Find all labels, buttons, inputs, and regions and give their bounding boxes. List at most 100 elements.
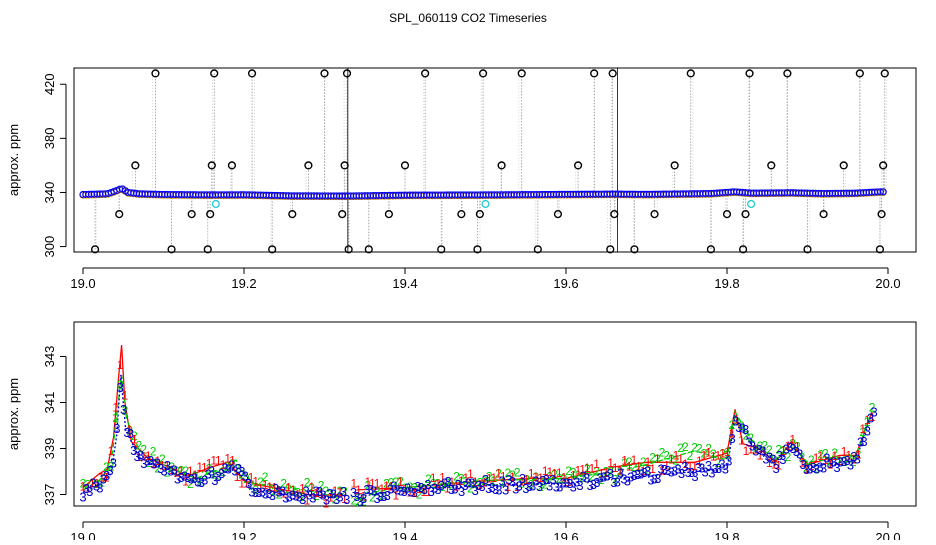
series-3-marker: 3 bbox=[272, 481, 279, 496]
series-1-marker: 1 bbox=[771, 457, 778, 471]
series-2-marker: 2 bbox=[192, 470, 199, 484]
series-1-marker: 1 bbox=[803, 462, 810, 476]
series-1-marker: 1 bbox=[617, 464, 624, 478]
series-3-marker: 3 bbox=[441, 475, 448, 490]
series-line-3 bbox=[82, 374, 325, 498]
spike-point bbox=[131, 161, 140, 170]
series-3-marker: 3 bbox=[502, 482, 509, 497]
series-1-marker: 1 bbox=[705, 446, 712, 460]
series-1-marker: 1 bbox=[402, 483, 409, 497]
series-3-marker: 3 bbox=[221, 460, 228, 475]
series-2-marker: 2 bbox=[635, 461, 642, 475]
series-2-marker: 2 bbox=[598, 473, 605, 487]
series-2-marker: 2 bbox=[827, 454, 834, 468]
series-3-marker: 3 bbox=[617, 466, 624, 481]
series-3-marker: 3 bbox=[387, 481, 394, 496]
spike-point bbox=[151, 69, 160, 78]
series-1-marker: 1 bbox=[425, 485, 432, 499]
series-3-marker: 3 bbox=[475, 478, 482, 493]
series-2-marker: 2 bbox=[140, 442, 147, 456]
series-2-marker: 2 bbox=[705, 442, 712, 456]
spike-point bbox=[875, 245, 885, 254]
series-1-marker: 1 bbox=[308, 480, 315, 494]
series-2-marker: 2 bbox=[392, 475, 399, 489]
series-2-marker: 2 bbox=[733, 414, 740, 428]
series-2-marker: 2 bbox=[336, 484, 343, 498]
series-3-marker: 3 bbox=[549, 472, 556, 487]
series-2-marker: 2 bbox=[266, 481, 273, 495]
series-3-marker: 3 bbox=[401, 484, 408, 499]
series-3-marker: 3 bbox=[472, 483, 479, 498]
series-2-marker: 2 bbox=[453, 469, 460, 483]
series-3-marker: 3 bbox=[137, 448, 144, 463]
series-1-marker: 1 bbox=[523, 473, 530, 487]
spike-point bbox=[478, 69, 488, 78]
series-1-marker: 1 bbox=[766, 456, 773, 470]
series-1-marker: 1 bbox=[266, 480, 273, 494]
series-2-marker: 2 bbox=[724, 448, 731, 462]
series-2-marker: 2 bbox=[710, 447, 717, 461]
series-1-marker: 1 bbox=[224, 451, 231, 465]
series-1-marker: 1 bbox=[318, 487, 325, 501]
series-1-marker: 1 bbox=[145, 449, 152, 463]
series-1-marker: 1 bbox=[817, 449, 824, 463]
series-3-marker: 3 bbox=[732, 414, 739, 429]
series-2-marker: 2 bbox=[519, 476, 526, 490]
series-1-marker: 1 bbox=[551, 466, 558, 480]
series-3-marker: 3 bbox=[282, 490, 289, 505]
series-1-marker: 1 bbox=[738, 433, 745, 447]
series-1-marker: 1 bbox=[397, 475, 404, 489]
spike-point bbox=[741, 210, 750, 219]
series-1-marker: 1 bbox=[196, 460, 203, 474]
series-3-marker: 3 bbox=[374, 491, 381, 506]
series-3-marker: 3 bbox=[583, 470, 590, 485]
series-1-marker: 1 bbox=[836, 454, 843, 468]
series-1-marker: 1 bbox=[645, 455, 652, 469]
series-1-marker: 1 bbox=[780, 444, 787, 458]
series-2-marker: 2 bbox=[850, 455, 857, 469]
series-1-marker: 1 bbox=[126, 423, 133, 437]
series-2-marker: 2 bbox=[290, 483, 297, 497]
series-2-marker: 2 bbox=[243, 472, 250, 486]
series-2-marker: 2 bbox=[206, 462, 213, 476]
series-1-marker: 1 bbox=[416, 482, 423, 496]
series-2-marker: 2 bbox=[869, 400, 876, 414]
spike-point bbox=[437, 245, 446, 254]
series-1-marker: 1 bbox=[654, 452, 661, 466]
series-1-marker: 1 bbox=[178, 464, 185, 478]
series-1-marker: 1 bbox=[313, 486, 320, 500]
series-2-marker: 2 bbox=[738, 419, 745, 433]
series-3-marker: 3 bbox=[171, 463, 178, 478]
series-1-marker: 1 bbox=[724, 445, 731, 459]
spike-point bbox=[706, 245, 716, 254]
top-x-tick-label: 20.0 bbox=[875, 276, 900, 291]
series-3-marker: 3 bbox=[296, 489, 303, 504]
series-1-marker: 1 bbox=[112, 401, 119, 415]
series-3-marker: 3 bbox=[265, 486, 272, 501]
series-2-marker: 2 bbox=[173, 464, 180, 478]
series-3-marker: 3 bbox=[529, 479, 536, 494]
series-2-marker: 2 bbox=[439, 480, 446, 494]
spike-point bbox=[517, 69, 526, 78]
series-3-marker: 3 bbox=[390, 478, 397, 493]
bottom-y-tick-label: 343 bbox=[42, 346, 57, 368]
series-3-marker: 3 bbox=[252, 485, 259, 500]
series-1-marker: 1 bbox=[682, 457, 689, 471]
top-x-tick-label: 19.8 bbox=[714, 276, 739, 291]
series-2-marker: 2 bbox=[89, 476, 96, 490]
series-1-marker: 1 bbox=[154, 454, 161, 468]
series-3-marker: 3 bbox=[559, 476, 566, 491]
series-3-marker: 3 bbox=[445, 474, 452, 489]
spike-point bbox=[686, 69, 695, 78]
series-2-marker: 2 bbox=[252, 483, 259, 497]
series-1-marker: 1 bbox=[108, 444, 115, 458]
series-2-marker: 2 bbox=[341, 485, 348, 499]
series-2-marker: 2 bbox=[262, 470, 269, 484]
series-1-marker: 1 bbox=[495, 466, 502, 480]
series-1-marker: 1 bbox=[500, 470, 507, 484]
series-2-marker: 2 bbox=[864, 415, 871, 429]
series-3-marker: 3 bbox=[431, 481, 438, 496]
series-3-marker: 3 bbox=[204, 467, 211, 482]
series-1-marker: 1 bbox=[257, 481, 264, 495]
series-1-marker: 1 bbox=[598, 467, 605, 481]
